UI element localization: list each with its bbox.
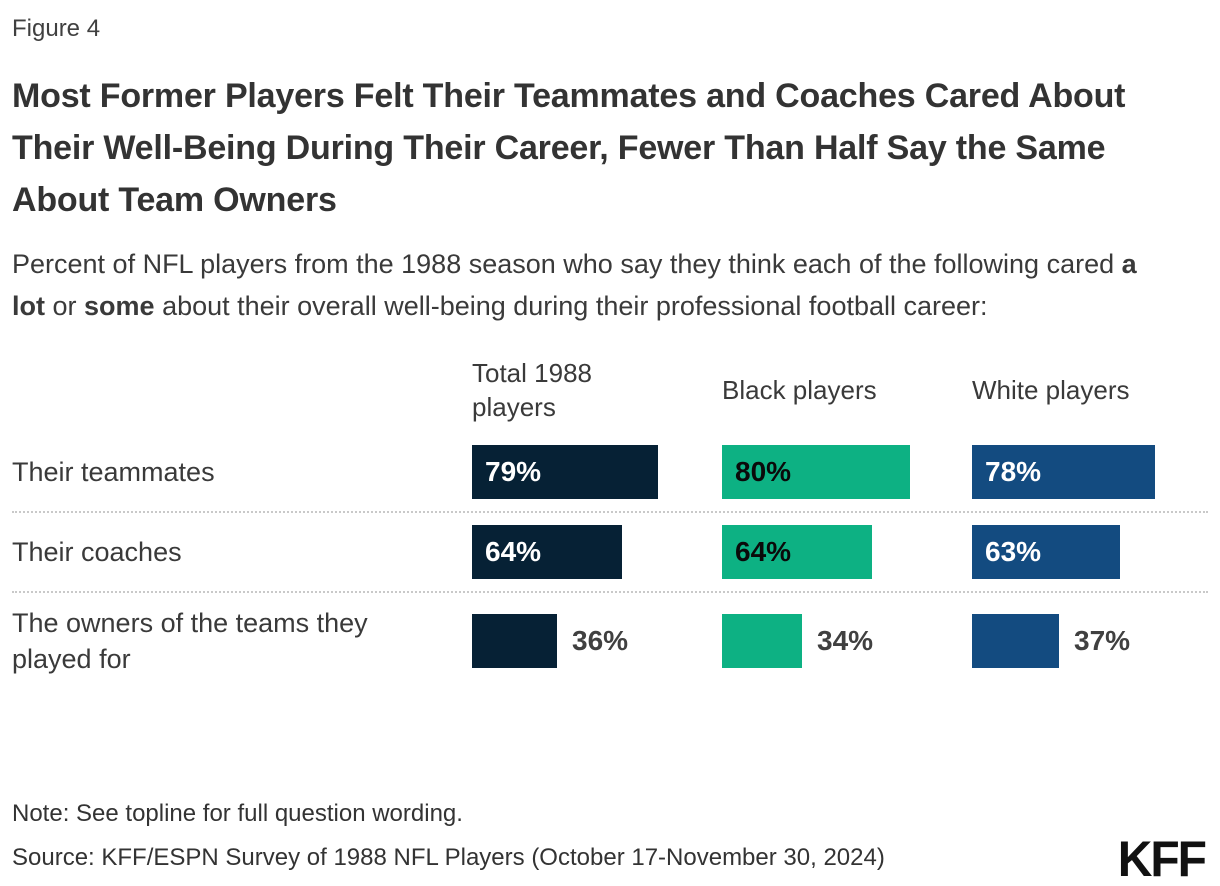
chart-row-owners: The owners of the teams they played for … xyxy=(12,593,1208,689)
bar-value-label: 34% xyxy=(817,625,874,656)
bar-cell: 34% xyxy=(722,614,972,668)
bar-white-teammates: 78% xyxy=(972,445,1155,499)
bar-black-coaches: 64% xyxy=(722,525,872,579)
bar-cell: 80% xyxy=(722,445,972,499)
bar-cell: 36% xyxy=(472,614,722,668)
row-label: Their coaches xyxy=(12,537,182,567)
bar-value-label: 63% xyxy=(985,536,1042,567)
bar-total-coaches: 64% xyxy=(472,525,622,579)
bar-cell: 64% xyxy=(722,525,972,579)
subtitle-bold-some: some xyxy=(84,291,155,321)
source-text: Source: KFF/ESPN Survey of 1988 NFL Play… xyxy=(12,844,885,871)
bar-value-label: 80% xyxy=(735,456,792,487)
kff-logo: KFF xyxy=(1117,831,1207,886)
figure-label: Figure 4 xyxy=(12,15,101,42)
bar-total-owners xyxy=(472,614,557,668)
bar-white-coaches: 63% xyxy=(972,525,1120,579)
bar-cell: 64% xyxy=(472,525,722,579)
bar-total-teammates: 79% xyxy=(472,445,658,499)
chart-row-coaches: Their coaches 64% 64% 63% xyxy=(12,513,1208,593)
bar-cell: 79% xyxy=(472,445,722,499)
column-header-total: Total 1988 players xyxy=(472,358,592,422)
column-header-white-players: White players xyxy=(972,375,1130,405)
bar-white-owners xyxy=(972,614,1059,668)
bar-value-label: 78% xyxy=(985,456,1042,487)
bar-value-label: 64% xyxy=(735,536,792,567)
column-header-black-players: Black players xyxy=(722,375,877,405)
chart-title: Most Former Players Felt Their Teammates… xyxy=(12,77,1126,219)
row-label: The owners of the teams they played for xyxy=(12,608,368,674)
row-label: Their teammates xyxy=(12,457,215,487)
bar-black-owners xyxy=(722,614,802,668)
chart-row-teammates: Their teammates 79% 80% 78% xyxy=(12,433,1208,513)
bar-chart: Total 1988 players Black players White p… xyxy=(12,347,1208,689)
bar-value-label: 79% xyxy=(485,456,542,487)
bar-value-label: 37% xyxy=(1074,625,1131,656)
subtitle-bold-a-lot: a lot xyxy=(12,249,1137,321)
bar-cell: 78% xyxy=(972,445,1220,499)
chart-subtitle: Percent of NFL players from the 1988 sea… xyxy=(12,243,1157,327)
bar-cell: 37% xyxy=(972,614,1220,668)
subtitle-text: about their overall well-being during th… xyxy=(154,291,988,321)
subtitle-text: Percent of NFL players from the 1988 sea… xyxy=(12,249,1122,279)
bar-value-label: 64% xyxy=(485,536,542,567)
subtitle-text: or xyxy=(45,291,85,321)
bar-value-label: 36% xyxy=(572,625,629,656)
bar-black-teammates: 80% xyxy=(722,445,910,499)
note-text: Note: See topline for full question word… xyxy=(12,800,463,827)
column-header-row: Total 1988 players Black players White p… xyxy=(12,347,1208,433)
bar-cell: 63% xyxy=(972,525,1220,579)
